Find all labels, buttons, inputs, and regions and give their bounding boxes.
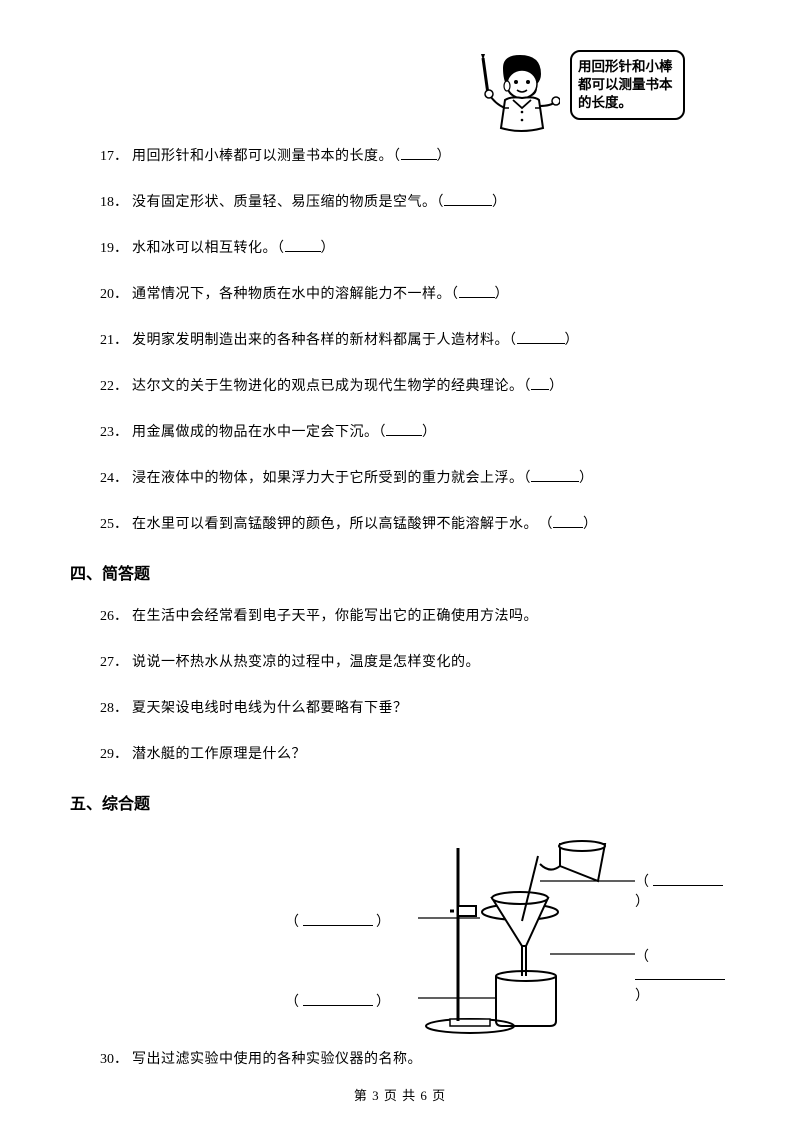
diagram-label-right-top: （ ） bbox=[635, 871, 730, 911]
question-text: 在水里可以看到高锰酸钾的颜色，所以高锰酸钾不能溶解于水。 （ bbox=[132, 517, 553, 532]
question-24: 24． 浸在液体中的物体，如果浮力大于它所受到的重力就会上浮。（ ） bbox=[100, 468, 730, 490]
open-paren: （ bbox=[285, 911, 299, 931]
question-text: 用金属做成的物品在水中一定会下沉。（ bbox=[132, 425, 386, 440]
diagram-label-left-top: （ ） bbox=[285, 911, 390, 931]
question-number: 30． bbox=[100, 1052, 128, 1067]
question-22: 22． 达尔文的关于生物进化的观点已成为现代生物学的经典理论。（ ） bbox=[100, 376, 730, 398]
question-number: 17． bbox=[100, 149, 128, 164]
diagram-blank[interactable] bbox=[303, 912, 373, 926]
close-paren: ） bbox=[321, 241, 336, 256]
question-number: 23． bbox=[100, 425, 128, 440]
close-paren: ） bbox=[583, 517, 598, 532]
question-text: 夏天架设电线时电线为什么都要略有下垂？ bbox=[132, 701, 408, 716]
question-28: 28． 夏天架设电线时电线为什么都要略有下垂？ bbox=[100, 698, 730, 720]
open-paren: （ bbox=[285, 991, 299, 1011]
question-number: 22． bbox=[100, 379, 128, 394]
close-paren: ） bbox=[579, 471, 594, 486]
question-number: 29． bbox=[100, 747, 128, 762]
question-27: 27． 说说一杯热水从热变凉的过程中，温度是怎样变化的。 bbox=[100, 652, 730, 674]
diagram-blank[interactable] bbox=[635, 966, 725, 980]
section-5-heading: 五、综合题 bbox=[70, 790, 730, 814]
question-text: 水和冰可以相互转化。（ bbox=[132, 241, 285, 256]
speech-bubble: 用回形针和小棒都可以测量书本的长度。 bbox=[570, 50, 685, 120]
question-number: 26． bbox=[100, 609, 128, 624]
top-illustration: 用回形针和小棒都可以测量书本的长度。 bbox=[465, 50, 685, 160]
question-number: 24． bbox=[100, 471, 128, 486]
filter-experiment-diagram: （ ） （ ） （ ） （ ） bbox=[70, 836, 730, 1041]
answer-blank[interactable] bbox=[386, 422, 422, 436]
question-number: 20． bbox=[100, 287, 128, 302]
question-number: 19． bbox=[100, 241, 128, 256]
question-text: 发明家发明制造出来的各种各样的新材料都属于人造材料。（ bbox=[132, 333, 517, 348]
section-4-heading: 四、简答题 bbox=[70, 560, 730, 584]
question-20: 20． 通常情况下，各种物质在水中的溶解能力不一样。（ ） bbox=[100, 284, 730, 306]
question-number: 27． bbox=[100, 655, 128, 670]
question-number: 18． bbox=[100, 195, 128, 210]
answer-blank[interactable] bbox=[401, 146, 437, 160]
question-text: 用回形针和小棒都可以测量书本的长度。（ bbox=[132, 149, 401, 164]
speech-text: 用回形针和小棒都可以测量书本的长度。 bbox=[578, 59, 673, 110]
question-list: 17． 用回形针和小棒都可以测量书本的长度。（ ） 18． 没有固定形状、质量轻、… bbox=[70, 146, 730, 1071]
question-19: 19． 水和冰可以相互转化。（ ） bbox=[100, 238, 730, 260]
question-text: 通常情况下，各种物质在水中的溶解能力不一样。（ bbox=[132, 287, 459, 302]
question-text: 说说一杯热水从热变凉的过程中，温度是怎样变化的。 bbox=[132, 655, 480, 670]
question-30: 30． 写出过滤实验中使用的各种实验仪器的名称。 bbox=[100, 1049, 730, 1071]
close-paren: ） bbox=[549, 379, 564, 394]
question-text: 达尔文的关于生物进化的观点已成为现代生物学的经典理论。（ bbox=[132, 379, 531, 394]
question-text: 浸在液体中的物体，如果浮力大于它所受到的重力就会上浮。（ bbox=[132, 471, 531, 486]
page-footer: 第 3 页 共 6 页 bbox=[0, 1085, 800, 1104]
close-paren: ） bbox=[495, 287, 510, 302]
answer-blank[interactable] bbox=[459, 284, 495, 298]
question-23: 23． 用金属做成的物品在水中一定会下沉。（ ） bbox=[100, 422, 730, 444]
question-text: 在生活中会经常看到电子天平，你能写出它的正确使用方法吗。 bbox=[132, 609, 538, 624]
apparatus-svg bbox=[410, 836, 640, 1036]
question-18: 18． 没有固定形状、质量轻、易压缩的物质是空气。（ ） bbox=[100, 192, 730, 214]
question-21: 21． 发明家发明制造出来的各种各样的新材料都属于人造材料。（ ） bbox=[100, 330, 730, 352]
close-paren: ） bbox=[492, 195, 507, 210]
question-26: 26． 在生活中会经常看到电子天平，你能写出它的正确使用方法吗。 bbox=[100, 606, 730, 628]
question-text: 写出过滤实验中使用的各种实验仪器的名称。 bbox=[132, 1052, 422, 1067]
close-paren: ） bbox=[437, 149, 452, 164]
question-text: 没有固定形状、质量轻、易压缩的物质是空气。（ bbox=[132, 195, 444, 210]
close-paren: ） bbox=[376, 911, 390, 931]
close-paren: ） bbox=[422, 425, 437, 440]
close-paren: ） bbox=[565, 333, 580, 348]
close-paren: ） bbox=[376, 991, 390, 1011]
answer-blank[interactable] bbox=[531, 376, 549, 390]
answer-blank[interactable] bbox=[285, 238, 321, 252]
answer-blank[interactable] bbox=[444, 192, 492, 206]
question-number: 21． bbox=[100, 333, 128, 348]
answer-blank[interactable] bbox=[517, 330, 565, 344]
diagram-blank[interactable] bbox=[303, 992, 373, 1006]
diagram-label-right-bottom: （ ） bbox=[635, 946, 730, 1005]
question-number: 28． bbox=[100, 701, 128, 716]
diagram-blank[interactable] bbox=[653, 872, 723, 886]
question-number: 25． bbox=[100, 517, 128, 532]
diagram-label-left-bottom: （ ） bbox=[285, 991, 390, 1011]
question-text: 潜水艇的工作原理是什么？ bbox=[132, 747, 306, 762]
question-29: 29． 潜水艇的工作原理是什么？ bbox=[100, 744, 730, 766]
cartoon-character-icon bbox=[465, 50, 560, 155]
answer-blank[interactable] bbox=[553, 514, 583, 528]
question-25: 25． 在水里可以看到高锰酸钾的颜色，所以高锰酸钾不能溶解于水。 （ ） bbox=[100, 514, 730, 536]
answer-blank[interactable] bbox=[531, 468, 579, 482]
